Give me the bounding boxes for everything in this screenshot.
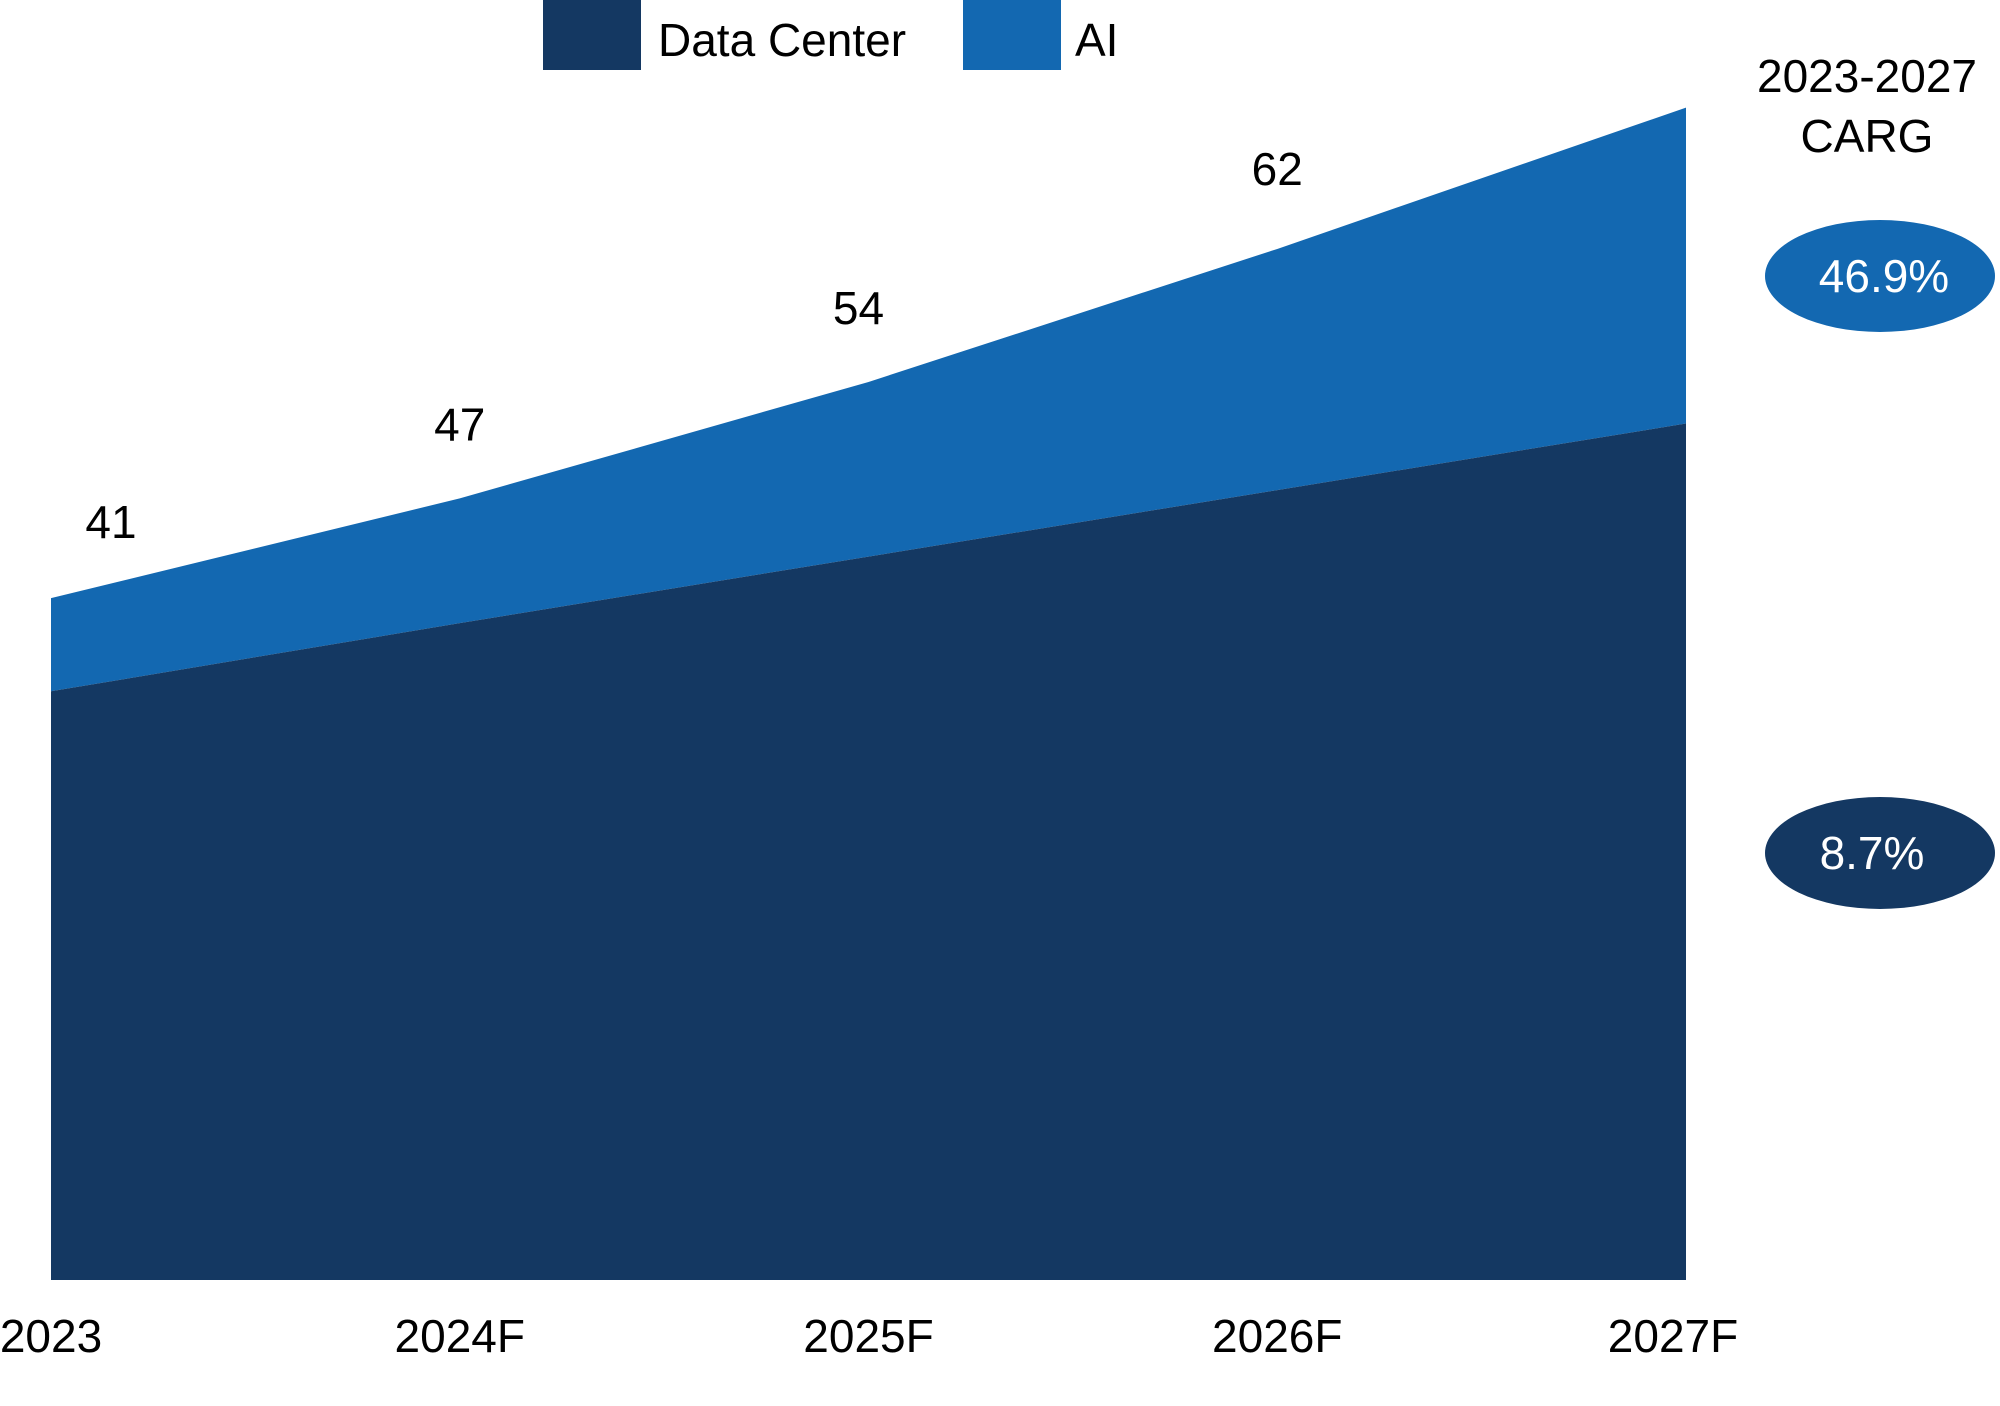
data-label-total: 54 [833,282,884,334]
data-label-total: 62 [1252,143,1303,195]
cagr-title-line2: CARG [1801,110,1934,162]
cagr-value-data-center: 8.7% [1820,827,1925,879]
cagr-badge-ai [1765,220,1995,332]
cagr-value-ai: 46.9% [1819,250,1949,302]
legend-label-ai: AI [1075,14,1118,66]
data-label-total: 41 [85,496,136,548]
x-tick-label: 2023 [0,1310,102,1362]
cagr-panel: 2023-2027 CARG 46.9% 8.7% [1757,50,1995,909]
x-axis-ticks: 2023 2024F 2025F 2026F 2027F [0,1310,1738,1362]
legend-swatch-ai [963,0,1061,70]
data-label-total: 47 [434,398,485,450]
x-tick-label: 2024F [395,1310,525,1362]
x-tick-label: 2025F [803,1310,933,1362]
areas [51,107,1686,1280]
x-tick-label: 2027F [1608,1310,1738,1362]
legend-label-data-center: Data Center [658,14,906,66]
legend: Data Center AI [543,0,1118,70]
legend-swatch-data-center [543,0,641,70]
area-data-center [51,423,1686,1280]
x-tick-label: 2026F [1212,1310,1342,1362]
cagr-title-line1: 2023-2027 [1757,50,1977,102]
data-labels: 41 47 54 62 [85,143,1302,548]
cagr-badge-data-center [1765,797,1995,909]
area-ai [51,107,1686,692]
